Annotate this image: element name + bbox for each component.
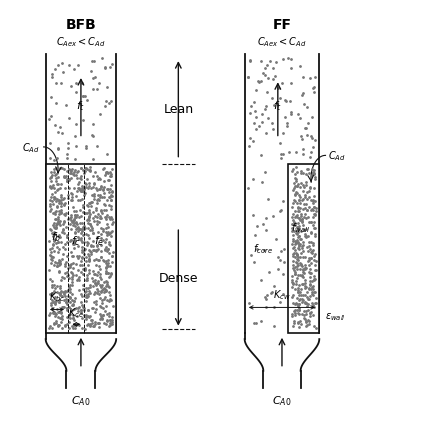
Text: $K_{cw}$: $K_{cw}$	[273, 288, 291, 301]
Text: $f_e$: $f_e$	[94, 233, 104, 247]
Text: $f_{wall}$: $f_{wall}$	[291, 221, 310, 234]
Text: $C_{A0}$: $C_{A0}$	[272, 393, 292, 407]
Text: $\varepsilon_{wall}$: $\varepsilon_{wall}$	[326, 310, 346, 322]
Text: FF: FF	[272, 18, 291, 32]
Text: $C_{Aex} < C_{Ad}$: $C_{Aex} < C_{Ad}$	[257, 35, 307, 49]
Bar	[46, 164, 116, 333]
Text: $C_{Ad}$: $C_{Ad}$	[22, 141, 39, 154]
Text: $f_c$: $f_c$	[71, 233, 82, 247]
Text: $C_{Ad}$: $C_{Ad}$	[327, 149, 345, 163]
Bar	[288, 164, 319, 333]
Text: $K_{bc}$: $K_{bc}$	[49, 290, 65, 304]
Text: $C_{Aex} < C_{Ad}$: $C_{Aex} < C_{Ad}$	[56, 35, 106, 49]
Text: $f_{core}$: $f_{core}$	[253, 242, 273, 255]
Text: $f_t$: $f_t$	[76, 98, 85, 112]
Text: $f_b$: $f_b$	[51, 229, 61, 243]
Text: $K_{ce}$: $K_{ce}$	[69, 305, 84, 319]
Text: BFB: BFB	[66, 18, 96, 32]
Text: Lean: Lean	[163, 103, 193, 116]
Text: $f_t$: $f_t$	[273, 98, 283, 112]
Text: Dense: Dense	[159, 272, 198, 285]
Text: $C_{A0}$: $C_{A0}$	[71, 393, 91, 407]
